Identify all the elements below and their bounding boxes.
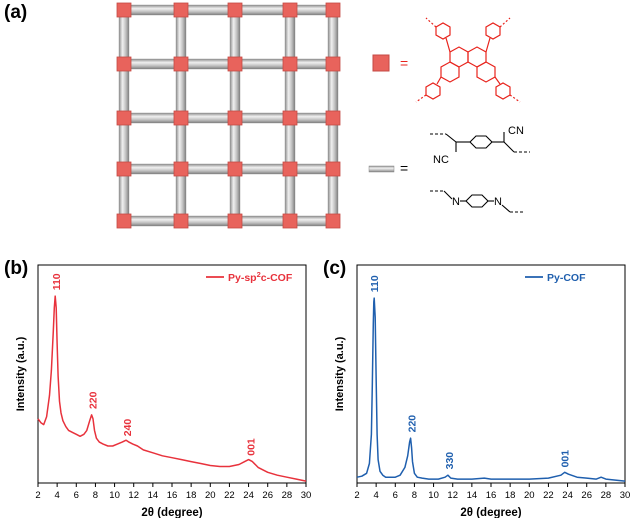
- peak-label: 110: [51, 273, 63, 290]
- x-axis-label: 2θ (degree): [141, 507, 202, 518]
- legend-node-square: [372, 54, 390, 72]
- panel-label-a: (a): [4, 2, 28, 23]
- x-tick-label: 18: [186, 490, 197, 501]
- x-tick-label: 22: [224, 490, 235, 501]
- peak-label: 220: [407, 415, 419, 433]
- x-tick-label: 22: [543, 490, 554, 501]
- lattice-node: [227, 161, 243, 177]
- series-line: [37, 295, 307, 482]
- x-tick-label: 20: [205, 490, 216, 501]
- lattice-node: [116, 56, 132, 72]
- plot-frame: [37, 264, 307, 484]
- x-tick-label: 26: [262, 490, 273, 501]
- lattice-node: [227, 56, 243, 72]
- imine-n-left: N: [452, 196, 460, 208]
- x-tick-label: 18: [505, 490, 516, 501]
- sp2c-linker-molecule: [430, 132, 530, 153]
- cn-top-label: CN: [508, 125, 524, 137]
- peak-label: 220: [88, 391, 100, 409]
- x-tick-label: 28: [282, 490, 293, 501]
- legend-label: Py-COF: [547, 272, 586, 284]
- lattice-node: [227, 110, 243, 126]
- x-tick-label: 6: [74, 490, 79, 501]
- lattice-node: [227, 213, 243, 229]
- cn-bottom-label: NC: [433, 154, 449, 166]
- y-axis-label: Intensity (a.u.): [334, 336, 346, 411]
- x-tick-label: 4: [373, 490, 378, 501]
- linker-equals-sign: =: [400, 160, 408, 176]
- imine-n-right: N: [494, 196, 502, 208]
- lattice-node: [325, 161, 341, 177]
- lattice-nodes: [116, 2, 341, 229]
- lattice-node: [325, 56, 341, 72]
- legend-label: Py-sp2c-COF: [228, 270, 293, 284]
- lattice-node: [173, 213, 189, 229]
- x-tick-label: 10: [109, 490, 120, 501]
- lattice-node: [116, 161, 132, 177]
- x-axis-label: 2θ (degree): [460, 507, 521, 518]
- x-tick-label: 8: [93, 490, 98, 501]
- lattice-node: [325, 110, 341, 126]
- peak-label: 110: [369, 275, 381, 292]
- pyrene-node-molecule: [415, 17, 521, 103]
- lattice-node: [282, 2, 298, 18]
- x-tick-label: 24: [243, 490, 254, 501]
- cof-lattice-schematic: = = CN NC: [116, 2, 530, 229]
- x-tick-label: 10: [428, 490, 439, 501]
- lattice-node: [282, 56, 298, 72]
- lattice-node: [116, 213, 132, 229]
- peak-label: 240: [122, 419, 134, 437]
- lattice-node: [173, 56, 189, 72]
- x-tick-label: 12: [447, 490, 458, 501]
- x-tick-label: 8: [412, 490, 417, 501]
- lattice-node: [227, 2, 243, 18]
- lattice-node: [325, 213, 341, 229]
- lattice-node: [282, 161, 298, 177]
- y-axis-label: Intensity (a.u.): [15, 336, 27, 411]
- lattice-node: [325, 2, 341, 18]
- lattice-node: [173, 2, 189, 18]
- lattice-node: [282, 110, 298, 126]
- panel-label-c: (c): [323, 258, 347, 279]
- panel-label-b: (b): [4, 258, 29, 279]
- x-tick-label: 4: [54, 490, 59, 501]
- series-line: [356, 297, 626, 482]
- lattice-node: [116, 110, 132, 126]
- peak-label: 330: [444, 452, 456, 470]
- lattice-node: [173, 110, 189, 126]
- x-tick-label: 26: [581, 490, 592, 501]
- legend-rod: [368, 165, 395, 173]
- peak-label: 001: [245, 438, 257, 456]
- x-tick-label: 28: [601, 490, 612, 501]
- x-tick-label: 20: [524, 490, 535, 501]
- lattice-node: [173, 161, 189, 177]
- x-tick-label: 30: [620, 490, 631, 501]
- x-tick-label: 14: [467, 490, 478, 501]
- x-tick-label: 14: [148, 490, 159, 501]
- x-tick-label: 30: [301, 490, 312, 501]
- x-tick-label: 16: [167, 490, 178, 501]
- lattice-node: [116, 2, 132, 18]
- x-tick-label: 6: [393, 490, 398, 501]
- imine-linker-molecule: [430, 190, 525, 213]
- lattice-node: [282, 213, 298, 229]
- x-tick-label: 12: [128, 490, 139, 501]
- x-tick-label: 2: [354, 490, 359, 501]
- x-tick-label: 2: [35, 490, 40, 501]
- x-tick-label: 24: [562, 490, 573, 501]
- peak-label: 001: [560, 450, 572, 468]
- plot-frame: [356, 264, 626, 484]
- x-tick-label: 16: [486, 490, 497, 501]
- node-equals-sign: =: [400, 55, 408, 71]
